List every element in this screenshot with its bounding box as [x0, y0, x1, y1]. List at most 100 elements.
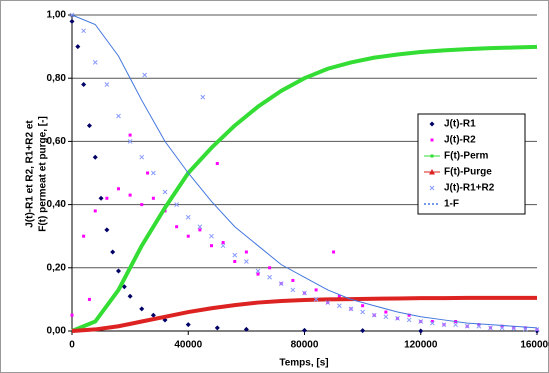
point — [200, 94, 206, 100]
point — [127, 293, 133, 299]
point — [453, 322, 458, 328]
legend-marker — [430, 138, 434, 142]
point — [105, 196, 109, 200]
point — [186, 234, 190, 238]
point — [383, 314, 389, 320]
point — [348, 306, 354, 312]
point — [256, 272, 260, 276]
point — [117, 187, 120, 191]
point — [500, 324, 504, 328]
point — [139, 154, 145, 160]
series — [69, 12, 540, 332]
y-tick-label: 1,00 — [47, 10, 67, 21]
point — [477, 323, 481, 327]
point — [360, 309, 365, 315]
point — [332, 250, 336, 254]
series — [71, 44, 538, 333]
point — [210, 244, 213, 248]
point — [75, 44, 81, 50]
point — [418, 319, 424, 324]
point — [104, 82, 110, 87]
point — [406, 317, 412, 323]
y-tick-label: 0,40 — [47, 199, 67, 210]
point — [407, 313, 411, 317]
point — [243, 326, 249, 332]
x-axis-title: Temps, [s] — [279, 358, 328, 369]
point — [232, 252, 238, 258]
point — [337, 303, 342, 309]
legend-box — [417, 113, 526, 215]
point — [185, 322, 191, 328]
y-tick-label: 0,00 — [47, 326, 67, 337]
point — [220, 243, 226, 249]
point — [175, 225, 179, 229]
point — [174, 202, 179, 207]
point — [82, 234, 86, 238]
point — [523, 326, 527, 330]
point — [313, 297, 319, 302]
point — [360, 328, 366, 334]
legend-marker — [429, 121, 435, 127]
point — [128, 133, 132, 137]
point — [81, 28, 86, 34]
point — [150, 312, 156, 318]
point — [162, 189, 168, 195]
point — [128, 193, 132, 197]
point — [81, 82, 87, 88]
point — [110, 249, 116, 255]
point — [87, 297, 91, 301]
point — [302, 290, 307, 296]
point — [185, 214, 191, 220]
legend-marker — [429, 169, 435, 175]
point — [151, 170, 156, 176]
x-tick-label: 80000 — [291, 340, 319, 351]
point — [116, 113, 121, 119]
point — [325, 300, 331, 305]
point — [146, 171, 150, 175]
point — [142, 72, 148, 78]
point — [221, 241, 225, 245]
point — [511, 326, 517, 331]
y-tick-label: 0,20 — [47, 262, 67, 273]
point — [488, 325, 493, 331]
point — [233, 259, 237, 263]
y-axis-title: F(t) permeat et purge, [-] — [38, 116, 49, 232]
legend-label: F(t)-Perm — [444, 151, 489, 162]
point — [476, 323, 482, 329]
point — [464, 323, 470, 329]
legend-label: J(t)-R1+R2 — [444, 183, 495, 194]
point — [290, 287, 296, 293]
point — [214, 325, 220, 331]
point — [418, 328, 424, 334]
point — [92, 60, 98, 65]
point — [291, 278, 295, 282]
point — [255, 268, 261, 274]
x-tick-label: 160000 — [520, 340, 549, 351]
point — [499, 325, 505, 331]
point — [430, 320, 435, 326]
legend-label: 1-F — [444, 199, 459, 210]
point — [244, 259, 249, 264]
point — [93, 209, 97, 213]
point — [267, 274, 272, 280]
point — [337, 294, 341, 298]
point — [371, 312, 377, 318]
point — [523, 326, 528, 332]
point — [441, 322, 447, 328]
point — [302, 327, 307, 333]
point — [209, 233, 214, 239]
point — [361, 304, 365, 308]
point — [92, 154, 98, 160]
point — [198, 228, 202, 232]
x-tick-label: 120000 — [404, 340, 438, 351]
point — [127, 139, 133, 144]
point — [278, 281, 284, 286]
point — [104, 227, 110, 233]
series-line — [71, 295, 537, 333]
series-line — [71, 44, 538, 333]
legend-label: J(t)-R1 — [444, 119, 476, 130]
point — [384, 310, 388, 314]
point — [430, 320, 434, 324]
point — [86, 123, 92, 129]
